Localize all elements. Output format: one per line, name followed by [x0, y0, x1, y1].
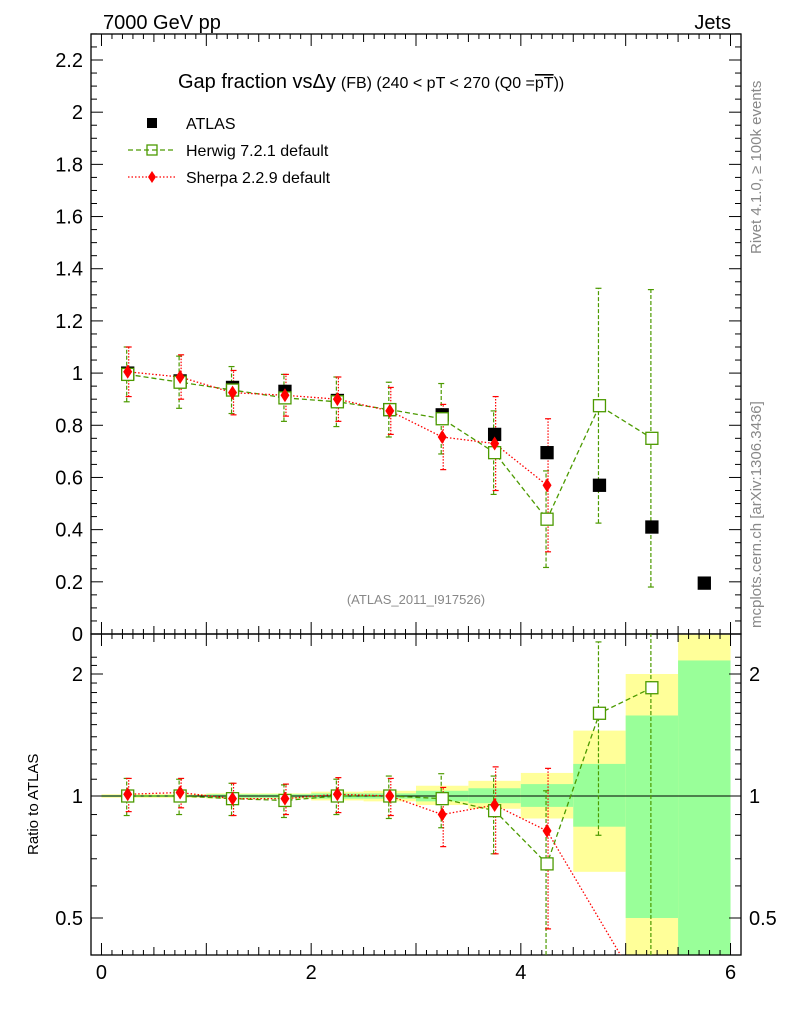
legend-atlas-label: ATLAS [186, 116, 236, 133]
ratio-ytick-label: 2 [72, 664, 83, 686]
ratio-ytick-label: 1 [72, 786, 83, 808]
ratio-xtick-label: 6 [725, 962, 736, 984]
main-plot: 0 0.2 0.4 0.6 0.8 1 1.2 1.4 1.6 1.8 2 2.2 [55, 33, 742, 646]
atlas-point [697, 576, 711, 590]
main-ytick-label: 0.2 [55, 572, 83, 594]
main-ytick-label: 1.8 [55, 154, 83, 176]
sherpa-point [385, 403, 395, 418]
main-ytick-label: 2 [72, 102, 83, 124]
side-mcplots-label: mcplots.cern.ch [arXiv:1306.3436] [748, 401, 765, 628]
ratio-herwig-point [540, 857, 554, 871]
atlas-point [540, 446, 554, 460]
ratio-ytick-label-right: 2 [749, 664, 760, 686]
sherpa-point [123, 364, 133, 379]
ratio-herwig-line [127, 687, 653, 866]
main-ytick-label: 1.4 [55, 259, 83, 281]
sherpa-point [175, 370, 185, 385]
herwig-point [645, 431, 659, 445]
sherpa-point [280, 388, 290, 403]
main-ytick-label: 0.8 [55, 415, 83, 437]
atlas-point [592, 478, 607, 492]
sherpa-point [437, 430, 447, 445]
watermark-label: (ATLAS_2011_I917526) [347, 592, 485, 607]
sherpa-point [490, 436, 500, 451]
ratio-sherpa-point [280, 791, 290, 806]
ratio-herwig-point [435, 792, 449, 806]
ratio-herwig-point [592, 706, 607, 720]
ratio-herwig-point [645, 681, 659, 695]
legend-atlas-marker [147, 118, 157, 128]
main-ytick-label: 1.2 [55, 311, 83, 333]
ratio-xtick-label: 0 [96, 962, 107, 984]
ratio-band-green [678, 660, 731, 955]
ratio-ytick-label-right: 1 [749, 786, 760, 808]
ratio-band-green [573, 763, 626, 827]
main-ytick-label: 2.2 [55, 50, 83, 72]
main-title-overline: pT [535, 75, 554, 92]
sherpa-point [228, 385, 238, 400]
main-title: Gap fraction vsΔy (FB) (240 < pT < 270 (Q… [178, 71, 564, 93]
ratio-sherpa-point [123, 787, 133, 802]
legend-herwig-marker [146, 144, 158, 156]
herwig-point [540, 512, 554, 526]
ratio-sherpa-point [385, 789, 395, 803]
ratio-band-green [520, 784, 574, 807]
main-ytick-label: 0 [72, 624, 83, 646]
legend: ATLAS Herwig 7.2.1 default Sherpa 2.2.9 … [128, 116, 331, 187]
header-right-label: Jets [694, 12, 731, 34]
side-rivet-label: Rivet 4.1.0, ≥ 100k events [748, 81, 765, 254]
sherpa-line [127, 371, 548, 486]
sherpa-point [542, 478, 552, 493]
atlas-point [645, 520, 659, 534]
legend-herwig-label: Herwig 7.2.1 default [186, 143, 329, 160]
herwig-line [127, 373, 653, 521]
main-title-sub: (FB) (240 < pT < 270 (Q0 = [341, 75, 535, 92]
herwig-point [435, 412, 449, 426]
ratio-ytick-label-right: 0.5 [749, 908, 777, 930]
legend-sherpa-marker [148, 171, 156, 183]
main-ytick-label: 0.4 [55, 520, 83, 542]
ratio-sherpa-point [490, 798, 500, 813]
sherpa-point [332, 392, 342, 407]
ratio-sherpa-point [332, 787, 342, 802]
ratio-plot: 0 2 4 6 0.5 0.5 1 1 2 2 [55, 633, 777, 984]
main-title-end: )) [554, 75, 565, 92]
legend-sherpa-label: Sherpa 2.2.9 default [186, 170, 331, 187]
ratio-ylabel: Ratio to ATLAS [25, 754, 42, 855]
ratio-xtick-label: 2 [306, 962, 317, 984]
main-ytick-label: 1.6 [55, 207, 83, 229]
main-ytick-label: 1 [72, 363, 83, 385]
ratio-band-green [625, 715, 679, 918]
ratio-sherpa-point [542, 823, 552, 838]
ratio-sherpa-point [175, 785, 185, 800]
ratio-sherpa-point [228, 791, 238, 806]
ratio-ytick-label: 0.5 [55, 908, 83, 930]
ratio-sherpa-point [437, 807, 447, 822]
main-title-main: Gap fraction vsΔy [178, 71, 336, 93]
herwig-point [592, 399, 607, 413]
main-ytick-label: 0.6 [55, 467, 83, 489]
ratio-xtick-label: 4 [515, 962, 526, 984]
header-left-label: 7000 GeV pp [103, 12, 221, 34]
